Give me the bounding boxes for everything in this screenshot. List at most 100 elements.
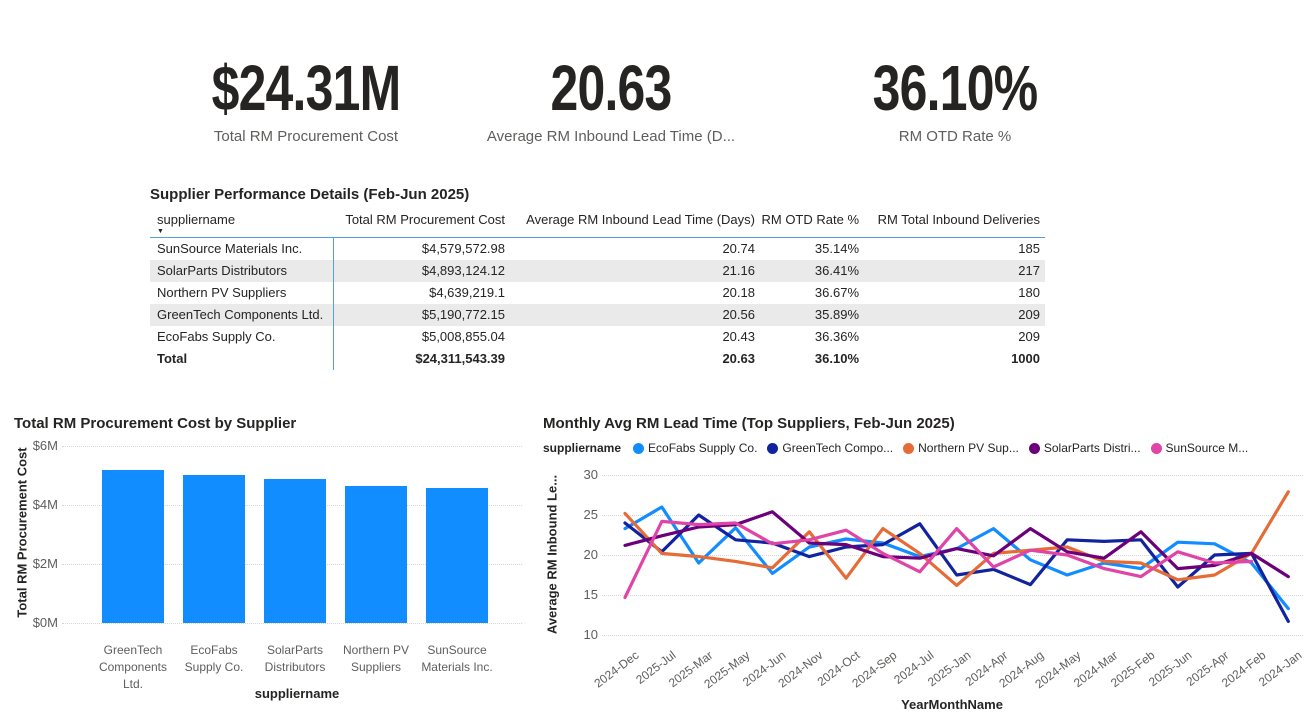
table-row[interactable]: SunSource Materials Inc. $4,579,572.98 20.… bbox=[150, 237, 1045, 260]
table-grid: suppliername ▼ Total RM Procurement Cost… bbox=[150, 209, 1045, 370]
line-series-greentech-components-ltd[interactable] bbox=[623, 513, 1290, 623]
legend-label: Northern PV Sup... bbox=[918, 441, 1019, 455]
column-header-rm-total-inbound-deliveries[interactable]: RM Total Inbound Deliveries bbox=[877, 212, 1040, 227]
bar-chart: Total RM Procurement Cost by Supplier To… bbox=[0, 405, 535, 722]
row-value-cell: 209 bbox=[1018, 307, 1040, 322]
row-value-cell: $24,311,543.39 bbox=[415, 351, 505, 366]
line-chart-title: Monthly Avg RM Lead Time (Top Suppliers,… bbox=[543, 415, 955, 432]
kpi-label: Average RM Inbound Lead Time (D... bbox=[486, 128, 736, 145]
line-plot-area bbox=[623, 490, 1290, 623]
sort-descending-icon: ▼ bbox=[157, 228, 164, 235]
row-value-cell: 217 bbox=[1018, 263, 1040, 278]
row-supplier-cell: Northern PV Suppliers bbox=[150, 282, 334, 304]
row-value-cell: $4,893,124.12 bbox=[421, 263, 505, 278]
row-value-cell: 36.67% bbox=[814, 285, 859, 300]
gridline bbox=[602, 555, 1303, 556]
legend-item-ecofabs-supply-co[interactable]: EcoFabs Supply Co. bbox=[633, 441, 757, 455]
y-tick-label: $0M bbox=[32, 615, 58, 630]
legend-item-solarparts-distributors[interactable]: SolarParts Distri... bbox=[1028, 441, 1141, 455]
table-row[interactable]: Northern PV Suppliers $4,639,219.1 20.18 36… bbox=[150, 282, 1045, 304]
y-tick-label: 30 bbox=[583, 467, 598, 482]
row-value-cell: $4,639,219.1 bbox=[429, 285, 505, 300]
kpi-label: Total RM Procurement Cost bbox=[213, 128, 399, 145]
legend-item-sunsource-materials-inc[interactable]: SunSource M... bbox=[1150, 441, 1249, 455]
column-header-suppliername[interactable]: suppliername ▼ bbox=[150, 209, 333, 238]
bar-sunsource-materials-inc[interactable] bbox=[426, 488, 488, 623]
x-category-label: Northern PV Suppliers bbox=[342, 643, 410, 674]
row-value-cell: 1000 bbox=[1011, 351, 1040, 366]
bar-ecofabs-supply-co[interactable] bbox=[183, 475, 245, 623]
line-series-sunsource-materials-inc[interactable] bbox=[623, 519, 1254, 599]
legend-title: suppliername bbox=[543, 441, 622, 455]
legend-item-greentech-components-ltd[interactable]: GreenTech Compo... bbox=[767, 441, 893, 455]
x-category-label: EcoFabs Supply Co. bbox=[184, 643, 244, 674]
bar-greentech-components-ltd[interactable] bbox=[102, 470, 164, 623]
row-supplier-cell: SolarParts Distributors bbox=[150, 260, 334, 282]
gridline bbox=[62, 623, 522, 624]
row-value-cell: 20.18 bbox=[722, 285, 755, 300]
kpi-card-rm-otd-rate: 36.10% RM OTD Rate % bbox=[775, 56, 1135, 145]
x-category-label: SunSource Materials Inc. bbox=[421, 643, 493, 674]
kpi-card-total-rm-procurement-cost: $24.31M Total RM Procurement Cost bbox=[126, 56, 486, 145]
row-value-cell: 20.43 bbox=[722, 329, 755, 344]
row-value-cell: 20.74 bbox=[722, 241, 755, 256]
legend-label: GreenTech Compo... bbox=[782, 441, 894, 455]
line-series-northern-pv-suppliers[interactable] bbox=[623, 490, 1290, 588]
kpi-value: 20.63 bbox=[550, 52, 672, 124]
bar-x-axis-title: suppliername bbox=[254, 686, 340, 701]
gridline bbox=[62, 446, 522, 447]
row-value-cell: 35.14% bbox=[814, 241, 859, 256]
table-row[interactable]: SolarParts Distributors $4,893,124.12 21.1… bbox=[150, 260, 1045, 282]
row-value-cell: $5,190,772.15 bbox=[421, 307, 505, 322]
row-value-cell: 20.56 bbox=[722, 307, 755, 322]
x-category-label: GreenTech Components Ltd. bbox=[98, 643, 168, 691]
line-x-axis-title: YearMonthName bbox=[901, 697, 1003, 712]
legend: suppliername EcoFabs Supply Co. GreenTech… bbox=[543, 441, 1248, 455]
column-header-total-rm-procurement-cost[interactable]: Total RM Procurement Cost bbox=[345, 212, 505, 227]
y-tick-label: 25 bbox=[583, 507, 598, 522]
kpi-card-average-rm-inbound-lead-time: 20.63 Average RM Inbound Lead Time (D... bbox=[431, 56, 791, 145]
y-tick-label: $2M bbox=[32, 556, 58, 571]
table-total-row[interactable]: Total $24,311,543.39 20.63 36.10% 1000 bbox=[150, 348, 1045, 370]
row-value-cell: $4,579,572.98 bbox=[421, 241, 505, 256]
y-tick-label: 20 bbox=[583, 547, 598, 562]
row-supplier-cell: SunSource Materials Inc. bbox=[150, 237, 334, 260]
table-row[interactable]: EcoFabs Supply Co. $5,008,855.04 20.43 36.3… bbox=[150, 326, 1045, 348]
kpi-label: RM OTD Rate % bbox=[898, 128, 1012, 145]
x-category-label: SolarParts Distributors bbox=[264, 643, 326, 674]
table-row[interactable]: GreenTech Components Ltd. $5,190,772.15 20… bbox=[150, 304, 1045, 326]
table-header-row: suppliername ▼ Total RM Procurement Cost… bbox=[150, 209, 1045, 238]
table-title: Supplier Performance Details (Feb-Jun 20… bbox=[150, 186, 470, 203]
line-chart: Monthly Avg RM Lead Time (Top Suppliers,… bbox=[543, 405, 1305, 722]
legend-item-northern-pv-suppliers[interactable]: Northern PV Sup... bbox=[903, 441, 1019, 455]
y-tick-label: 15 bbox=[583, 587, 598, 602]
legend-label: SunSource M... bbox=[1165, 441, 1249, 455]
bar-northern-pv-suppliers[interactable] bbox=[345, 486, 407, 623]
row-value-cell: 20.63 bbox=[722, 351, 755, 366]
legend-label: SolarParts Distri... bbox=[1043, 441, 1141, 455]
row-supplier-cell: GreenTech Components Ltd. bbox=[150, 304, 334, 326]
legend-dot-icon bbox=[1028, 442, 1040, 454]
y-tick-label: 10 bbox=[583, 627, 598, 642]
column-header-average-rm-inbound-lead-time[interactable]: Average RM Inbound Lead Time (Days) bbox=[526, 212, 755, 227]
row-value-cell: 36.10% bbox=[814, 351, 859, 366]
legend-dot-icon bbox=[767, 442, 779, 454]
gridline bbox=[602, 515, 1303, 516]
legend-dot-icon bbox=[903, 442, 915, 454]
bar-y-axis-title: Total RM Procurement Cost bbox=[14, 447, 30, 618]
column-header-rm-otd-rate[interactable]: RM OTD Rate % bbox=[761, 212, 859, 227]
row-value-cell: 209 bbox=[1018, 329, 1040, 344]
row-value-cell: 36.41% bbox=[814, 263, 859, 278]
bar-solarparts-distributors[interactable] bbox=[264, 479, 326, 623]
gridline bbox=[602, 595, 1303, 596]
y-tick-label: $6M bbox=[32, 438, 58, 453]
legend-label: EcoFabs Supply Co. bbox=[648, 441, 758, 455]
gridline bbox=[602, 635, 1303, 636]
row-value-cell: 36.36% bbox=[814, 329, 859, 344]
gridline bbox=[602, 475, 1303, 476]
kpi-value: $24.31M bbox=[211, 52, 402, 124]
legend-dot-icon bbox=[633, 442, 645, 454]
row-supplier-cell: EcoFabs Supply Co. bbox=[150, 326, 334, 348]
bar-chart-title: Total RM Procurement Cost by Supplier bbox=[14, 415, 297, 432]
